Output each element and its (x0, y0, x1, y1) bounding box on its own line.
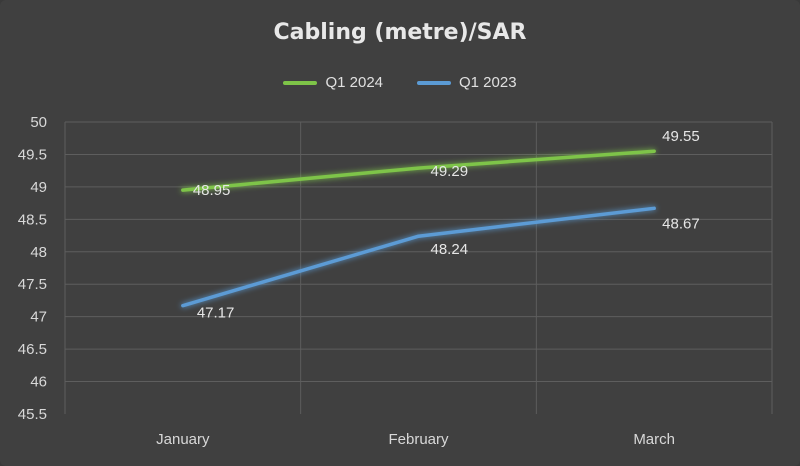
chart-title: Cabling (metre)/SAR (273, 20, 527, 45)
legend-swatch-q1-2024 (283, 80, 318, 85)
y-tick-label: 47 (30, 309, 47, 326)
y-tick-label: 49.5 (18, 146, 47, 163)
x-tick-label: January (156, 431, 210, 448)
legend-label-q1-2024: Q1 2024 (325, 74, 383, 91)
y-tick-label: 46.5 (18, 341, 47, 358)
data-label: 48.24 (431, 241, 469, 258)
y-tick-label: 47.5 (18, 276, 47, 293)
data-label: 48.67 (662, 215, 700, 232)
data-label: 49.29 (431, 163, 469, 180)
data-label: 47.17 (197, 305, 235, 322)
y-tick-label: 48 (30, 244, 47, 261)
x-tick-label: February (388, 431, 449, 448)
y-tick-label: 50 (30, 114, 47, 131)
legend-label-q1-2023: Q1 2023 (459, 74, 517, 91)
x-tick-label: March (633, 431, 675, 448)
series-line-q1-2023 (181, 206, 656, 308)
data-label: 48.95 (193, 182, 231, 199)
y-tick-label: 46 (30, 374, 47, 391)
legend-swatch-q1-2023 (417, 80, 451, 85)
legend-item-q1-2023: Q1 2023 (417, 74, 517, 91)
chart-legend: Q1 2024 Q1 2023 (0, 74, 800, 91)
series-line-q1-2024 (181, 149, 656, 192)
y-tick-label: 49 (30, 179, 47, 196)
data-label: 49.55 (662, 128, 700, 145)
legend-item-q1-2024: Q1 2024 (283, 74, 383, 91)
y-tick-label: 48.5 (18, 211, 47, 228)
y-tick-label: 45.5 (18, 406, 47, 423)
